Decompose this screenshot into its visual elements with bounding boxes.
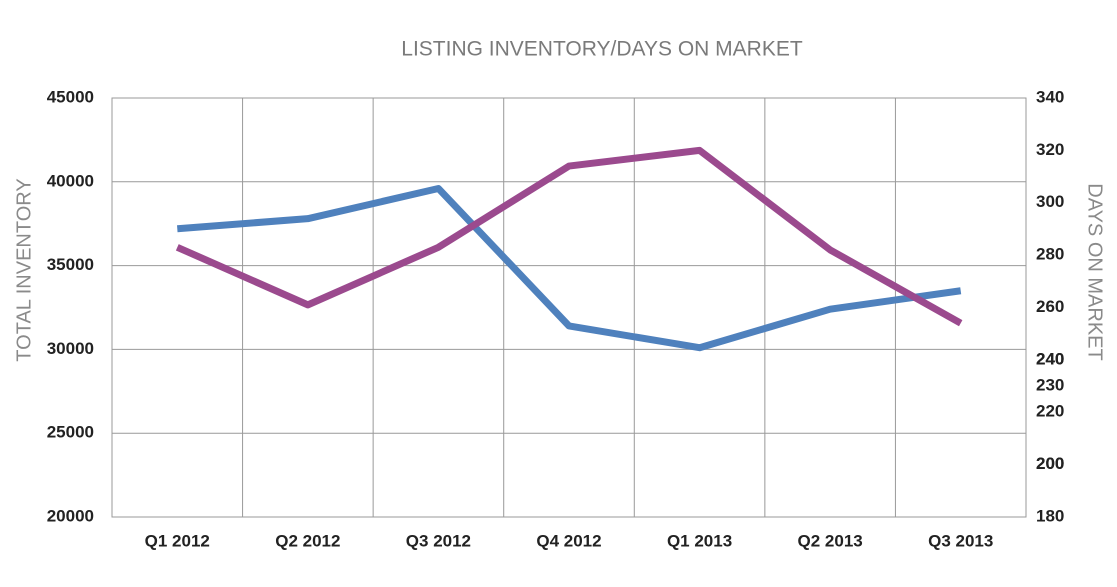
y2-tick-label: 300 xyxy=(1036,192,1064,211)
x-tick-label: Q2 2012 xyxy=(275,531,340,550)
y2-tick-label: 340 xyxy=(1036,87,1064,106)
y2-tick-label: 240 xyxy=(1036,349,1064,368)
y2-tick-label: 200 xyxy=(1036,454,1064,473)
y2-tick-label: 200 xyxy=(1036,454,1064,473)
plot-frame xyxy=(111,97,1027,518)
chart-title: LISTING INVENTORY/DAYS ON MARKET xyxy=(401,38,803,61)
y-tick-label: 40000 xyxy=(47,171,94,190)
y2-tick-label: 230 xyxy=(1036,376,1064,395)
x-tick-label: Q3 2013 xyxy=(928,531,993,550)
y2-tick-label: 220 xyxy=(1036,402,1064,421)
x-tick-label: Q2 2013 xyxy=(798,531,863,550)
x-tick-label: Q1 2013 xyxy=(667,531,732,550)
y2-axis-title: DAYS ON MARKET xyxy=(1084,183,1106,360)
x-tick-label: Q3 2012 xyxy=(406,531,471,550)
y-tick-label: 45000 xyxy=(47,87,94,106)
x-tick-label: Q4 2012 xyxy=(536,531,601,550)
series-line xyxy=(177,185,962,352)
y-tick-label: 30000 xyxy=(47,339,94,358)
y2-tick-label: 240 xyxy=(1036,349,1064,368)
series-line xyxy=(175,146,963,327)
y2-tick-label: 180 xyxy=(1036,506,1064,525)
y2-tick-label: 260 xyxy=(1036,297,1064,316)
y-axis-title: TOTAL INVENTORY xyxy=(13,178,35,361)
y2-tick-label: 320 xyxy=(1036,140,1064,159)
x-tick-label: Q1 2012 xyxy=(145,531,210,550)
y2-tick-label: 280 xyxy=(1036,245,1064,264)
y-tick-label: 35000 xyxy=(47,255,94,274)
y-tick-label: 20000 xyxy=(47,506,94,525)
y-tick-label: 25000 xyxy=(47,423,94,442)
